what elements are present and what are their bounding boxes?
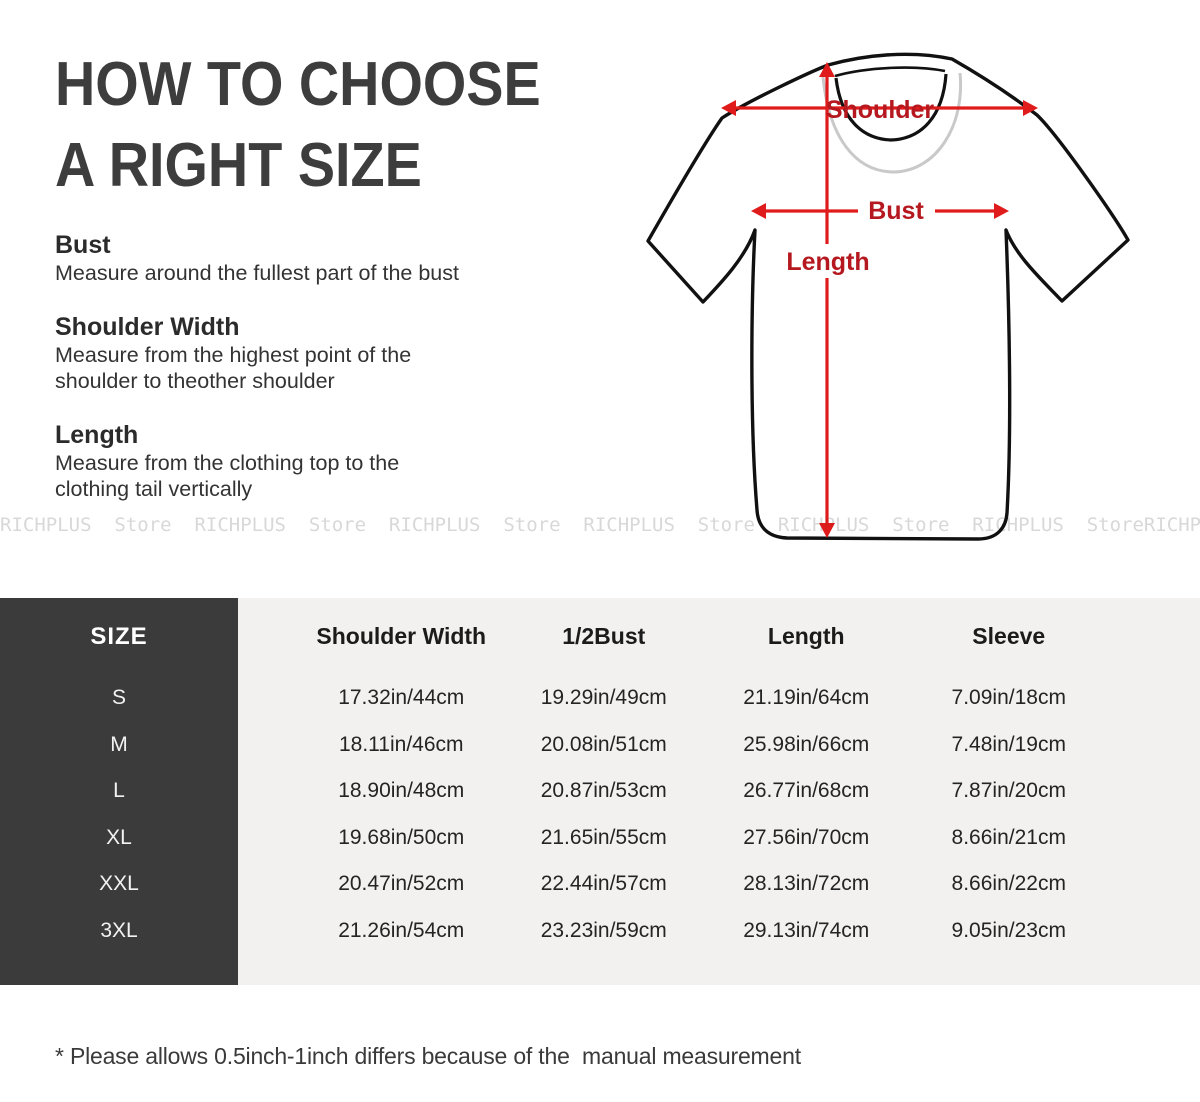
row-values: 19.68in/50cm 21.65in/55cm 27.56in/70cm 8… xyxy=(238,815,1200,862)
col-header-half-bust: 1/2Bust xyxy=(562,623,646,649)
size-label: XL xyxy=(106,825,132,849)
row-values: 21.26in/54cm 23.23in/59cm 29.13in/74cm 9… xyxy=(238,908,1200,955)
size-label: M xyxy=(110,732,128,756)
guide-text-length-line2: clothing tail vertically xyxy=(55,477,253,501)
cell-length: 21.19in/64cm xyxy=(743,686,870,710)
cell-sleeve: 8.66in/22cm xyxy=(951,872,1066,896)
size-label: XXL xyxy=(99,872,139,896)
guide-text-shoulder-width-line2: shoulder to theother shoulder xyxy=(55,369,335,393)
measurement-disclaimer: * Please allows 0.5inch-1inch differs be… xyxy=(55,1043,801,1069)
page-title-line1: HOW TO CHOOSE xyxy=(55,50,541,119)
cell-length: 29.13in/74cm xyxy=(743,918,870,942)
shoulder-label: Shoulder xyxy=(826,96,935,124)
table-row: XL 19.68in/50cm 21.65in/55cm 27.56in/70c… xyxy=(0,815,1200,862)
cell-sleeve: 9.05in/23cm xyxy=(951,918,1066,942)
cell-shoulder-width: 21.26in/54cm xyxy=(338,918,465,942)
guide-text-shoulder-width-line1: Measure from the highest point of the xyxy=(55,343,412,367)
table-row: XXL 20.47in/52cm 22.44in/57cm 28.13in/72… xyxy=(0,861,1200,908)
size-label: 3XL xyxy=(100,918,138,942)
row-values: 18.11in/46cm 20.08in/51cm 25.98in/66cm 7… xyxy=(238,722,1200,769)
size-column-header: SIZE xyxy=(90,622,148,650)
row-values: 17.32in/44cm 19.29in/49cm 21.19in/64cm 7… xyxy=(238,675,1200,722)
shoulder-arrow xyxy=(721,100,1038,116)
guide-text-length-line1: Measure from the clothing top to the xyxy=(55,451,400,475)
collar-shadow xyxy=(821,72,963,174)
collar-band xyxy=(834,66,946,78)
cell-shoulder-width: 18.90in/48cm xyxy=(338,779,465,803)
guide-heading-length: Length xyxy=(55,421,139,449)
guide-section-bust: Bust Measure around the fullest part of … xyxy=(55,230,575,286)
table-row: M 18.11in/46cm 20.08in/51cm 25.98in/66cm… xyxy=(0,722,1200,769)
cell-half-bust: 21.65in/55cm xyxy=(540,825,667,849)
table-row: 3XL 21.26in/54cm 23.23in/59cm 29.13in/74… xyxy=(0,908,1200,955)
cell-half-bust: 20.87in/53cm xyxy=(540,779,667,803)
measurement-guide: Bust Measure around the fullest part of … xyxy=(55,230,575,528)
cell-shoulder-width: 17.32in/44cm xyxy=(338,686,465,710)
cell-shoulder-width: 19.68in/50cm xyxy=(338,825,465,849)
cell-length: 27.56in/70cm xyxy=(743,825,870,849)
size-column-background xyxy=(0,598,238,985)
size-label: S xyxy=(111,686,126,710)
cell-length: 28.13in/72cm xyxy=(743,872,870,896)
cell-half-bust: 22.44in/57cm xyxy=(540,872,667,896)
table-row: S 17.32in/44cm 19.29in/49cm 21.19in/64cm… xyxy=(0,675,1200,722)
store-watermark: RICHPLUS Store RICHPLUS Store RICHPLUS S… xyxy=(0,514,1200,536)
length-label-bg xyxy=(790,244,866,278)
cell-sleeve: 7.87in/20cm xyxy=(951,779,1066,803)
table-row: L 18.90in/48cm 20.87in/53cm 26.77in/68cm… xyxy=(0,768,1200,815)
cell-shoulder-width: 20.47in/52cm xyxy=(338,872,465,896)
table-header-cells: Shoulder Width 1/2Bust Length Sleeve xyxy=(238,598,1200,675)
col-header-length: Length xyxy=(767,623,845,649)
guide-section-length: Length Measure from the clothing top to … xyxy=(55,420,575,502)
row-values: 20.47in/52cm 22.44in/57cm 28.13in/72cm 8… xyxy=(238,861,1200,908)
cell-sleeve: 7.48in/19cm xyxy=(951,732,1066,756)
cell-length: 26.77in/68cm xyxy=(743,779,870,803)
bust-label: Bust xyxy=(868,197,924,225)
size-label: L xyxy=(113,779,125,803)
cell-half-bust: 19.29in/49cm xyxy=(540,686,667,710)
bust-arrow xyxy=(751,203,1009,219)
tshirt-outline xyxy=(646,52,1130,541)
row-values: 18.90in/48cm 20.87in/53cm 26.77in/68cm 7… xyxy=(238,768,1200,815)
guide-section-shoulder-width: Shoulder Width Measure from the highest … xyxy=(55,312,575,394)
cell-length: 25.98in/66cm xyxy=(743,732,870,756)
cell-sleeve: 8.66in/21cm xyxy=(951,825,1066,849)
length-label: Length xyxy=(786,248,869,276)
tshirt-illustration: Shoulder Bust Length xyxy=(646,52,1130,541)
cell-half-bust: 23.23in/59cm xyxy=(540,918,667,942)
cell-half-bust: 20.08in/51cm xyxy=(540,732,667,756)
table-header-row: SIZE Shoulder Width 1/2Bust Length Sleev… xyxy=(0,598,1200,675)
page-title-line2: A RIGHT SIZE xyxy=(55,131,422,200)
page-title: HOW TO CHOOSE A RIGHT SIZE xyxy=(55,44,541,206)
guide-heading-bust: Bust xyxy=(55,231,111,259)
length-arrow xyxy=(819,62,835,538)
guide-heading-shoulder-width: Shoulder Width xyxy=(55,313,240,341)
cell-shoulder-width: 18.11in/46cm xyxy=(338,732,464,756)
col-header-sleeve: Sleeve xyxy=(972,623,1046,649)
col-header-shoulder-width: Shoulder Width xyxy=(316,623,487,649)
guide-text-bust: Measure around the fullest part of the b… xyxy=(55,261,459,285)
cell-sleeve: 7.09in/18cm xyxy=(951,686,1066,710)
tshirt-diagram: Shoulder Bust Length xyxy=(615,25,1175,545)
size-table: SIZE Shoulder Width 1/2Bust Length Sleev… xyxy=(0,598,1200,985)
